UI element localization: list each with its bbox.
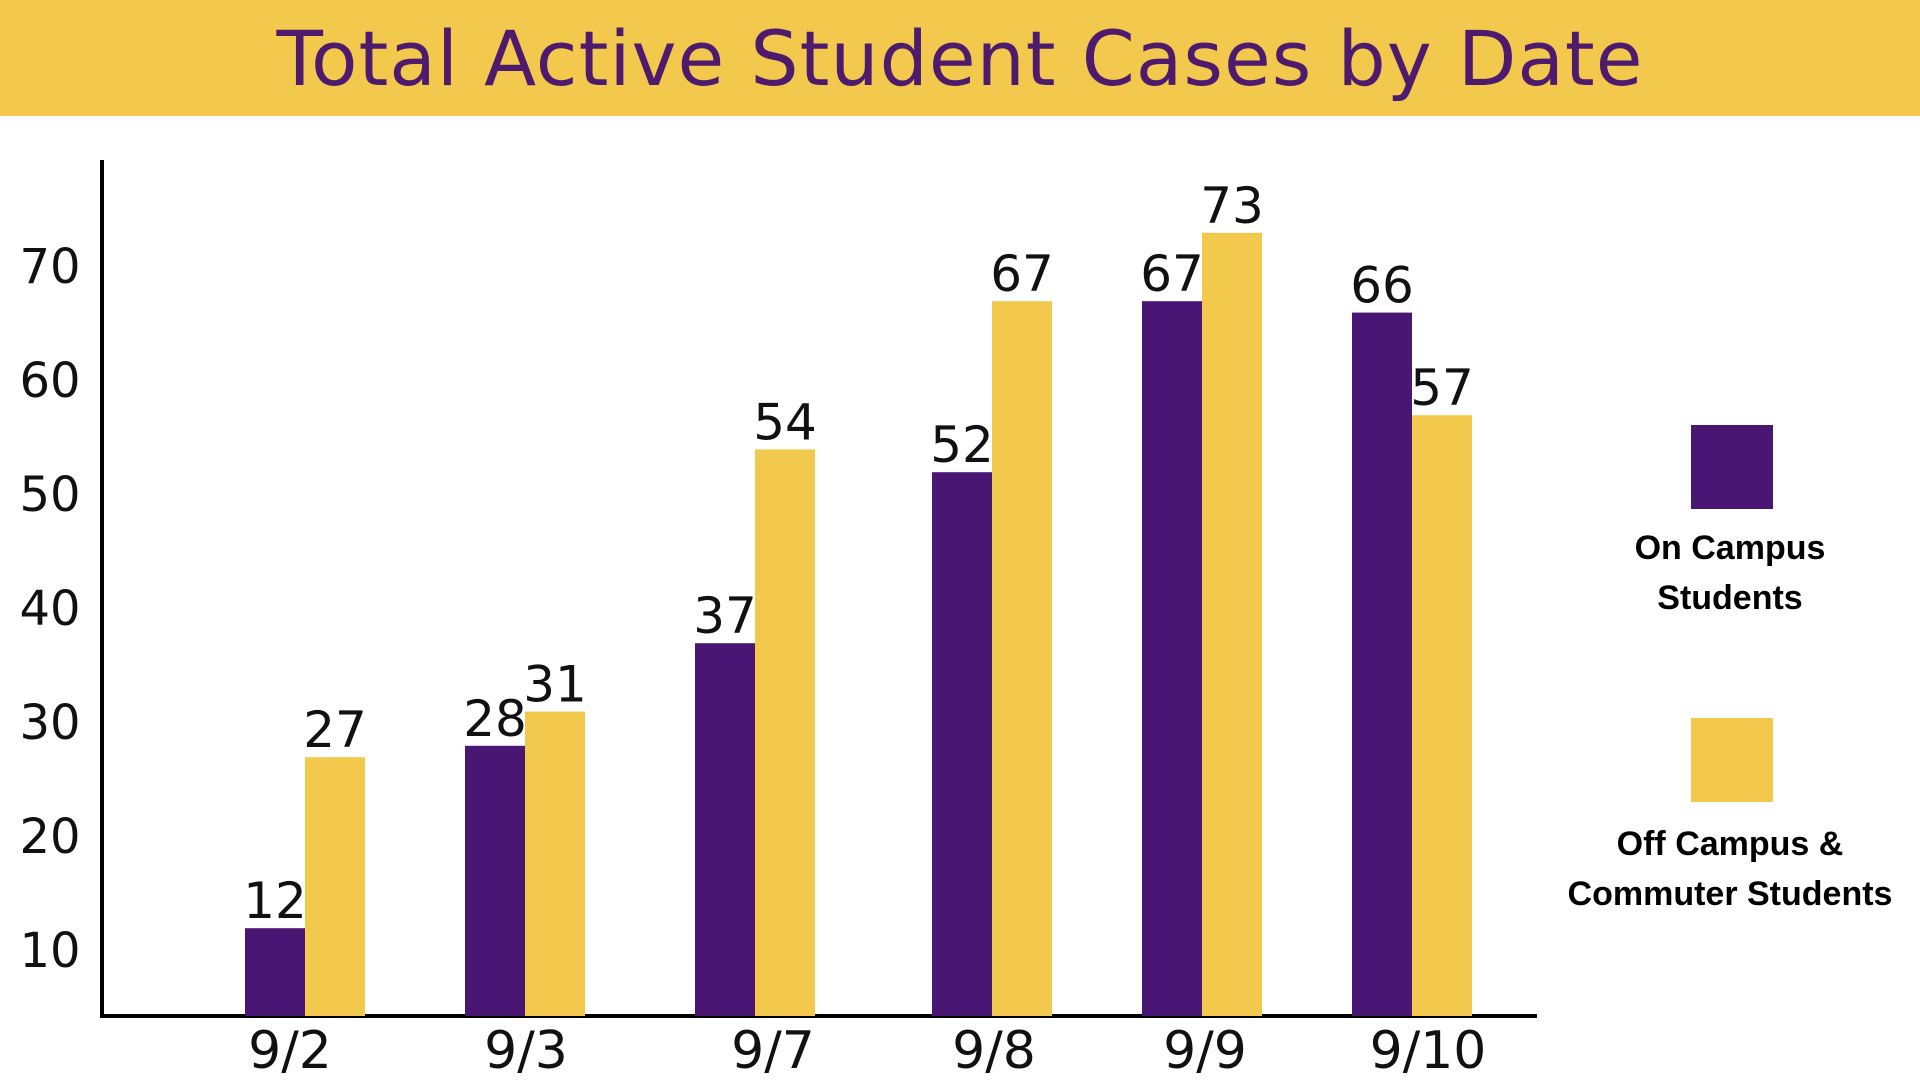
legend-label-off-campus: Off Campus & Commuter Students <box>1540 819 1920 919</box>
title-band: Total Active Student Cases by Date <box>0 0 1920 116</box>
bar-off-campus-9-7 <box>755 449 815 1016</box>
y-tick-label-50: 50 <box>19 467 80 523</box>
value-label-on-campus-9-8: 52 <box>930 416 994 474</box>
value-label-on-campus-9-3: 28 <box>463 690 527 748</box>
y-tick-label-70: 70 <box>19 239 80 295</box>
legend-label-on-campus-line2: Students <box>1657 579 1803 617</box>
x-tick-label-9-7: 9/7 <box>731 1021 815 1080</box>
bar-on-campus-9-9 <box>1142 301 1202 1016</box>
legend-label-on-campus: On Campus Students <box>1540 523 1920 623</box>
x-tick-label-9-9: 9/9 <box>1163 1021 1247 1080</box>
value-label-on-campus-9-7: 37 <box>693 587 757 645</box>
value-label-on-campus-9-2: 12 <box>243 872 307 930</box>
bar-on-campus-9-10 <box>1352 312 1412 1017</box>
bar-off-campus-9-3 <box>525 711 585 1016</box>
value-label-on-campus-9-10: 66 <box>1350 257 1414 315</box>
value-label-on-campus-9-9: 67 <box>1140 245 1204 303</box>
bar-off-campus-9-9 <box>1202 232 1262 1017</box>
bar-off-campus-9-10 <box>1412 415 1472 1016</box>
value-label-off-campus-9-7: 54 <box>753 393 817 451</box>
x-tick-label-9-10: 9/10 <box>1370 1021 1487 1080</box>
value-label-off-campus-9-2: 27 <box>303 701 367 759</box>
legend-label-on-campus-line1: On Campus <box>1634 529 1826 567</box>
bar-off-campus-9-8 <box>992 301 1052 1016</box>
y-tick-label-10: 10 <box>19 923 80 979</box>
chart-title: Total Active Student Cases by Date <box>276 13 1644 103</box>
legend-label-off-campus-line1: Off Campus & <box>1616 825 1844 863</box>
value-label-off-campus-9-3: 31 <box>523 656 587 714</box>
legend-swatch-on-campus <box>1691 425 1773 509</box>
y-tick-label-30: 30 <box>19 695 80 751</box>
y-tick-label-20: 20 <box>19 809 80 865</box>
value-label-off-campus-9-10: 57 <box>1410 359 1474 417</box>
y-tick-label-60: 60 <box>19 353 80 409</box>
bar-on-campus-9-2 <box>245 928 305 1016</box>
bar-off-campus-9-2 <box>305 757 365 1016</box>
x-tick-label-9-3: 9/3 <box>484 1021 568 1080</box>
y-tick-label-40: 40 <box>19 581 80 637</box>
bar-on-campus-9-7 <box>695 643 755 1016</box>
x-tick-label-9-8: 9/8 <box>952 1021 1036 1080</box>
x-tick-label-9-2: 9/2 <box>248 1021 332 1080</box>
value-label-off-campus-9-8: 67 <box>990 245 1054 303</box>
bar-on-campus-9-8 <box>932 472 992 1016</box>
value-label-off-campus-9-9: 73 <box>1200 177 1264 235</box>
legend-swatch-off-campus <box>1691 718 1773 802</box>
bar-on-campus-9-3 <box>465 745 525 1016</box>
legend-label-off-campus-line2: Commuter Students <box>1567 875 1893 913</box>
